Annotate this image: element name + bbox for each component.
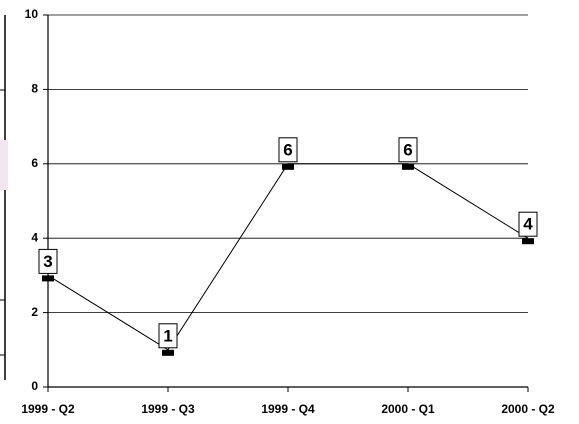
- data-label-box: [398, 137, 418, 163]
- y-tick-label: 4: [31, 230, 38, 244]
- marker: [402, 163, 414, 170]
- x-tick-label: 2000 - Q1: [381, 402, 435, 416]
- y-tick-label: 0: [31, 379, 38, 393]
- data-label-box: [158, 323, 178, 349]
- marker: [282, 163, 294, 170]
- x-tick-label: 2000 - Q2: [501, 402, 555, 416]
- data-label-box: [518, 211, 538, 237]
- x-tick-label: 1999 - Q2: [21, 402, 75, 416]
- x-tick-label: 1999 - Q3: [141, 402, 195, 416]
- y-tick-label: 6: [31, 156, 38, 170]
- data-label: 6: [403, 140, 412, 159]
- x-tick-label: 1999 - Q4: [261, 402, 315, 416]
- data-label-box: [38, 248, 58, 274]
- data-label: 1: [163, 326, 172, 345]
- data-label: 4: [523, 215, 533, 234]
- marker: [522, 238, 534, 245]
- y-tick-label: 2: [31, 305, 38, 319]
- data-label-box: [278, 137, 298, 163]
- line: [47, 163, 529, 351]
- data-label: 3: [43, 252, 52, 271]
- y-tick-label: 10: [25, 7, 39, 21]
- data-label: 6: [283, 140, 292, 159]
- marker: [42, 275, 54, 282]
- y-tick-label: 8: [31, 82, 38, 96]
- marker: [162, 349, 174, 356]
- left-edge-decoration: [0, 15, 8, 380]
